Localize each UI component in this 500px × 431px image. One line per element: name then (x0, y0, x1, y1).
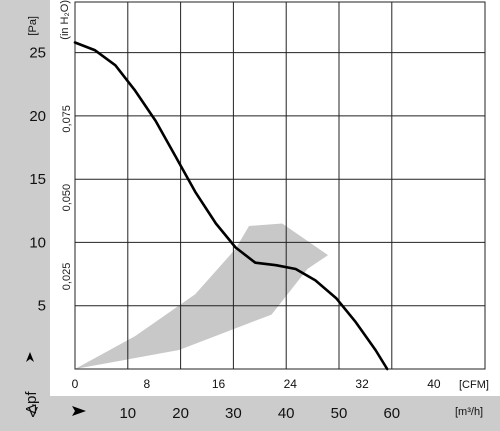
m3h-unit-label: [m³/h] (455, 406, 483, 418)
pressure-curve-line (73, 41, 389, 371)
operating-range-area (75, 223, 328, 369)
cfm-tick-label: 40 (427, 377, 441, 391)
m3h-tick-label: 30 (225, 405, 242, 422)
cfm-unit-label: [CFM] (459, 379, 489, 391)
pressure-curve (73, 41, 389, 371)
bottom-band (0, 396, 500, 431)
pressure-unit-label: [Pa] (27, 16, 39, 36)
inh2o-tick-label: 0,025 (61, 263, 73, 291)
pa-tick-label: 5 (38, 298, 46, 315)
y-axis-symbol: Δpf (23, 391, 40, 414)
pa-tick-label: 20 (29, 108, 46, 125)
cfm-tick-label: 16 (212, 377, 226, 391)
operating-range (75, 223, 328, 369)
inh2o-unit-label: (in H₂O) (59, 0, 71, 40)
inh2o-tick-label: 0,075 (61, 105, 73, 133)
pa-tick-label: 10 (29, 234, 46, 251)
m3h-tick-label: 60 (383, 405, 400, 422)
inh2o-tick-label: 0,050 (61, 184, 73, 212)
grid (74, 1, 486, 370)
left-band (0, 0, 50, 431)
m3h-tick-label: 40 (278, 405, 295, 422)
x-axis-symbol: V̇ (28, 404, 38, 421)
tick-labels: 5 10 15 20 25 0,025 0,050 0,075 0 8 16 24 32 40 10 20 30… (29, 45, 441, 422)
cfm-tick-label: 32 (355, 377, 369, 391)
cfm-tick-label: 0 (72, 377, 79, 391)
m3h-tick-label: 10 (119, 405, 136, 422)
x-axis-arrow-icon (72, 406, 86, 416)
pa-tick-label: 15 (29, 171, 46, 188)
cfm-tick-label: 24 (284, 377, 298, 391)
cfm-tick-label: 8 (143, 377, 150, 391)
m3h-tick-label: 50 (331, 405, 348, 422)
pa-tick-label: 25 (29, 45, 46, 62)
m3h-tick-label: 20 (172, 405, 189, 422)
y-axis-arrow-icon (26, 352, 34, 362)
plot-frame (74, 1, 486, 370)
